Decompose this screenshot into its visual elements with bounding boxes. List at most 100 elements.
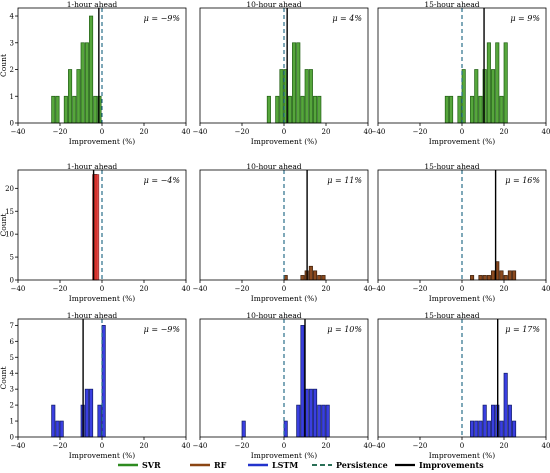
mean-label: μ = −4% xyxy=(144,176,181,185)
histogram-bar xyxy=(503,275,508,281)
histogram-bar xyxy=(486,420,491,438)
y-tick-label: 2 xyxy=(10,402,14,410)
x-tick-label: −20 xyxy=(53,442,68,450)
y-tick-label: 1 xyxy=(10,418,14,426)
x-tick-label: −40 xyxy=(11,442,26,450)
x-tick-label: 0 xyxy=(282,442,286,450)
x-tick-label: 40 xyxy=(182,442,191,450)
x-tick-label: −20 xyxy=(235,128,250,136)
histogram-bar xyxy=(313,388,318,438)
legend-label: Improvements xyxy=(419,460,484,470)
histogram-bar xyxy=(76,69,81,124)
x-tick-label: 40 xyxy=(364,285,373,293)
histogram-bar xyxy=(512,270,517,281)
legend-label: SVR xyxy=(142,460,161,470)
x-tick-label: 20 xyxy=(140,128,149,136)
panel-title: 1-hour ahead xyxy=(67,311,118,320)
histogram-bar xyxy=(51,95,56,124)
histogram-bar xyxy=(478,95,483,124)
panel-lstm-2: 15-hour ahead μ = 17% −40 −20 0 20 40 Improveme… xyxy=(371,311,550,460)
x-axis-label: Improvement (%) xyxy=(251,451,317,460)
x-tick-label: 40 xyxy=(542,285,550,293)
histogram-bar xyxy=(321,404,326,438)
histogram-bar xyxy=(241,420,246,438)
y-tick-label: 0 xyxy=(10,277,14,285)
histogram-bar xyxy=(478,275,483,281)
histogram-bar xyxy=(499,420,504,438)
legend: SVR RF LSTM Persistence Improvements xyxy=(118,460,484,470)
histogram-bar xyxy=(300,95,305,124)
histogram-bar xyxy=(499,95,504,124)
histogram-bar xyxy=(93,95,98,124)
histogram-bar xyxy=(51,404,56,438)
y-tick-label: 0 xyxy=(10,120,14,128)
histogram-bar xyxy=(84,42,89,124)
panel-svr-1: 10-hour ahead μ = 4% −40 −20 0 20 40 Improvemen… xyxy=(193,0,373,146)
mean-label: μ = 17% xyxy=(505,325,540,334)
histogram-bar xyxy=(449,95,454,124)
histogram-bar xyxy=(474,420,479,438)
y-tick-label: 4 xyxy=(10,13,15,21)
histogram-bar xyxy=(478,420,483,438)
y-tick-label: 6 xyxy=(10,338,15,346)
y-tick-label: 3 xyxy=(10,39,14,47)
x-tick-label: −20 xyxy=(53,285,68,293)
y-axis-label: Count xyxy=(0,367,8,390)
x-tick-label: −40 xyxy=(371,442,386,450)
y-tick-label: 15 xyxy=(5,208,14,216)
x-axis-label: Improvement (%) xyxy=(429,137,495,146)
x-tick-label: 0 xyxy=(100,442,104,450)
x-tick-label: 40 xyxy=(364,128,373,136)
legend-item-rf: RF xyxy=(190,460,227,470)
histogram-bar xyxy=(486,275,491,281)
legend-item-svr: SVR xyxy=(118,460,161,470)
histogram-bar xyxy=(491,404,496,438)
y-axis-label: Count xyxy=(0,214,8,237)
x-tick-label: 20 xyxy=(500,285,509,293)
y-tick-label: 4 xyxy=(10,370,15,378)
x-axis-label: Improvement (%) xyxy=(251,137,317,146)
histogram-bar xyxy=(444,95,449,124)
x-tick-label: 20 xyxy=(322,285,331,293)
x-tick-label: 20 xyxy=(500,128,509,136)
x-axis-label: Improvement (%) xyxy=(429,451,495,460)
x-tick-label: −20 xyxy=(235,442,250,450)
panel-svr-2: 15-hour ahead μ = 9% −40 −20 0 20 40 Improvemen… xyxy=(371,0,550,146)
x-tick-label: 20 xyxy=(140,285,149,293)
x-tick-label: 40 xyxy=(542,442,550,450)
histogram-bar xyxy=(80,42,85,124)
x-axis-label: Improvement (%) xyxy=(69,137,135,146)
x-tick-label: −40 xyxy=(193,285,208,293)
mean-label: μ = 11% xyxy=(327,176,362,185)
legend-label: LSTM xyxy=(272,460,298,470)
x-tick-label: −40 xyxy=(11,285,26,293)
x-axis-label: Improvement (%) xyxy=(69,451,135,460)
histogram-bar xyxy=(512,420,517,438)
x-tick-label: 20 xyxy=(322,128,331,136)
x-tick-label: −40 xyxy=(11,128,26,136)
mean-label: μ = 16% xyxy=(505,176,540,185)
histogram-bar xyxy=(59,420,64,438)
y-tick-label: 2 xyxy=(10,66,14,74)
histogram-bar xyxy=(491,69,496,124)
legend-item-improvements: Improvements xyxy=(395,460,484,470)
legend-item-persistence: Persistence xyxy=(312,460,388,470)
histogram-bar xyxy=(296,42,301,124)
histogram-bar xyxy=(266,95,271,124)
histogram-bar xyxy=(470,275,475,281)
x-tick-label: 20 xyxy=(500,442,509,450)
y-tick-label: 7 xyxy=(10,322,14,330)
histogram-bar xyxy=(63,95,68,124)
legend-label: RF xyxy=(214,460,227,470)
histogram-bar xyxy=(296,404,301,438)
histogram-bar xyxy=(275,95,280,124)
histogram-bar xyxy=(317,95,322,124)
x-tick-label: −40 xyxy=(193,442,208,450)
histogram-bar xyxy=(89,388,94,438)
histogram-bar xyxy=(495,42,500,124)
histogram-bar xyxy=(287,95,292,124)
x-tick-label: 40 xyxy=(182,285,191,293)
